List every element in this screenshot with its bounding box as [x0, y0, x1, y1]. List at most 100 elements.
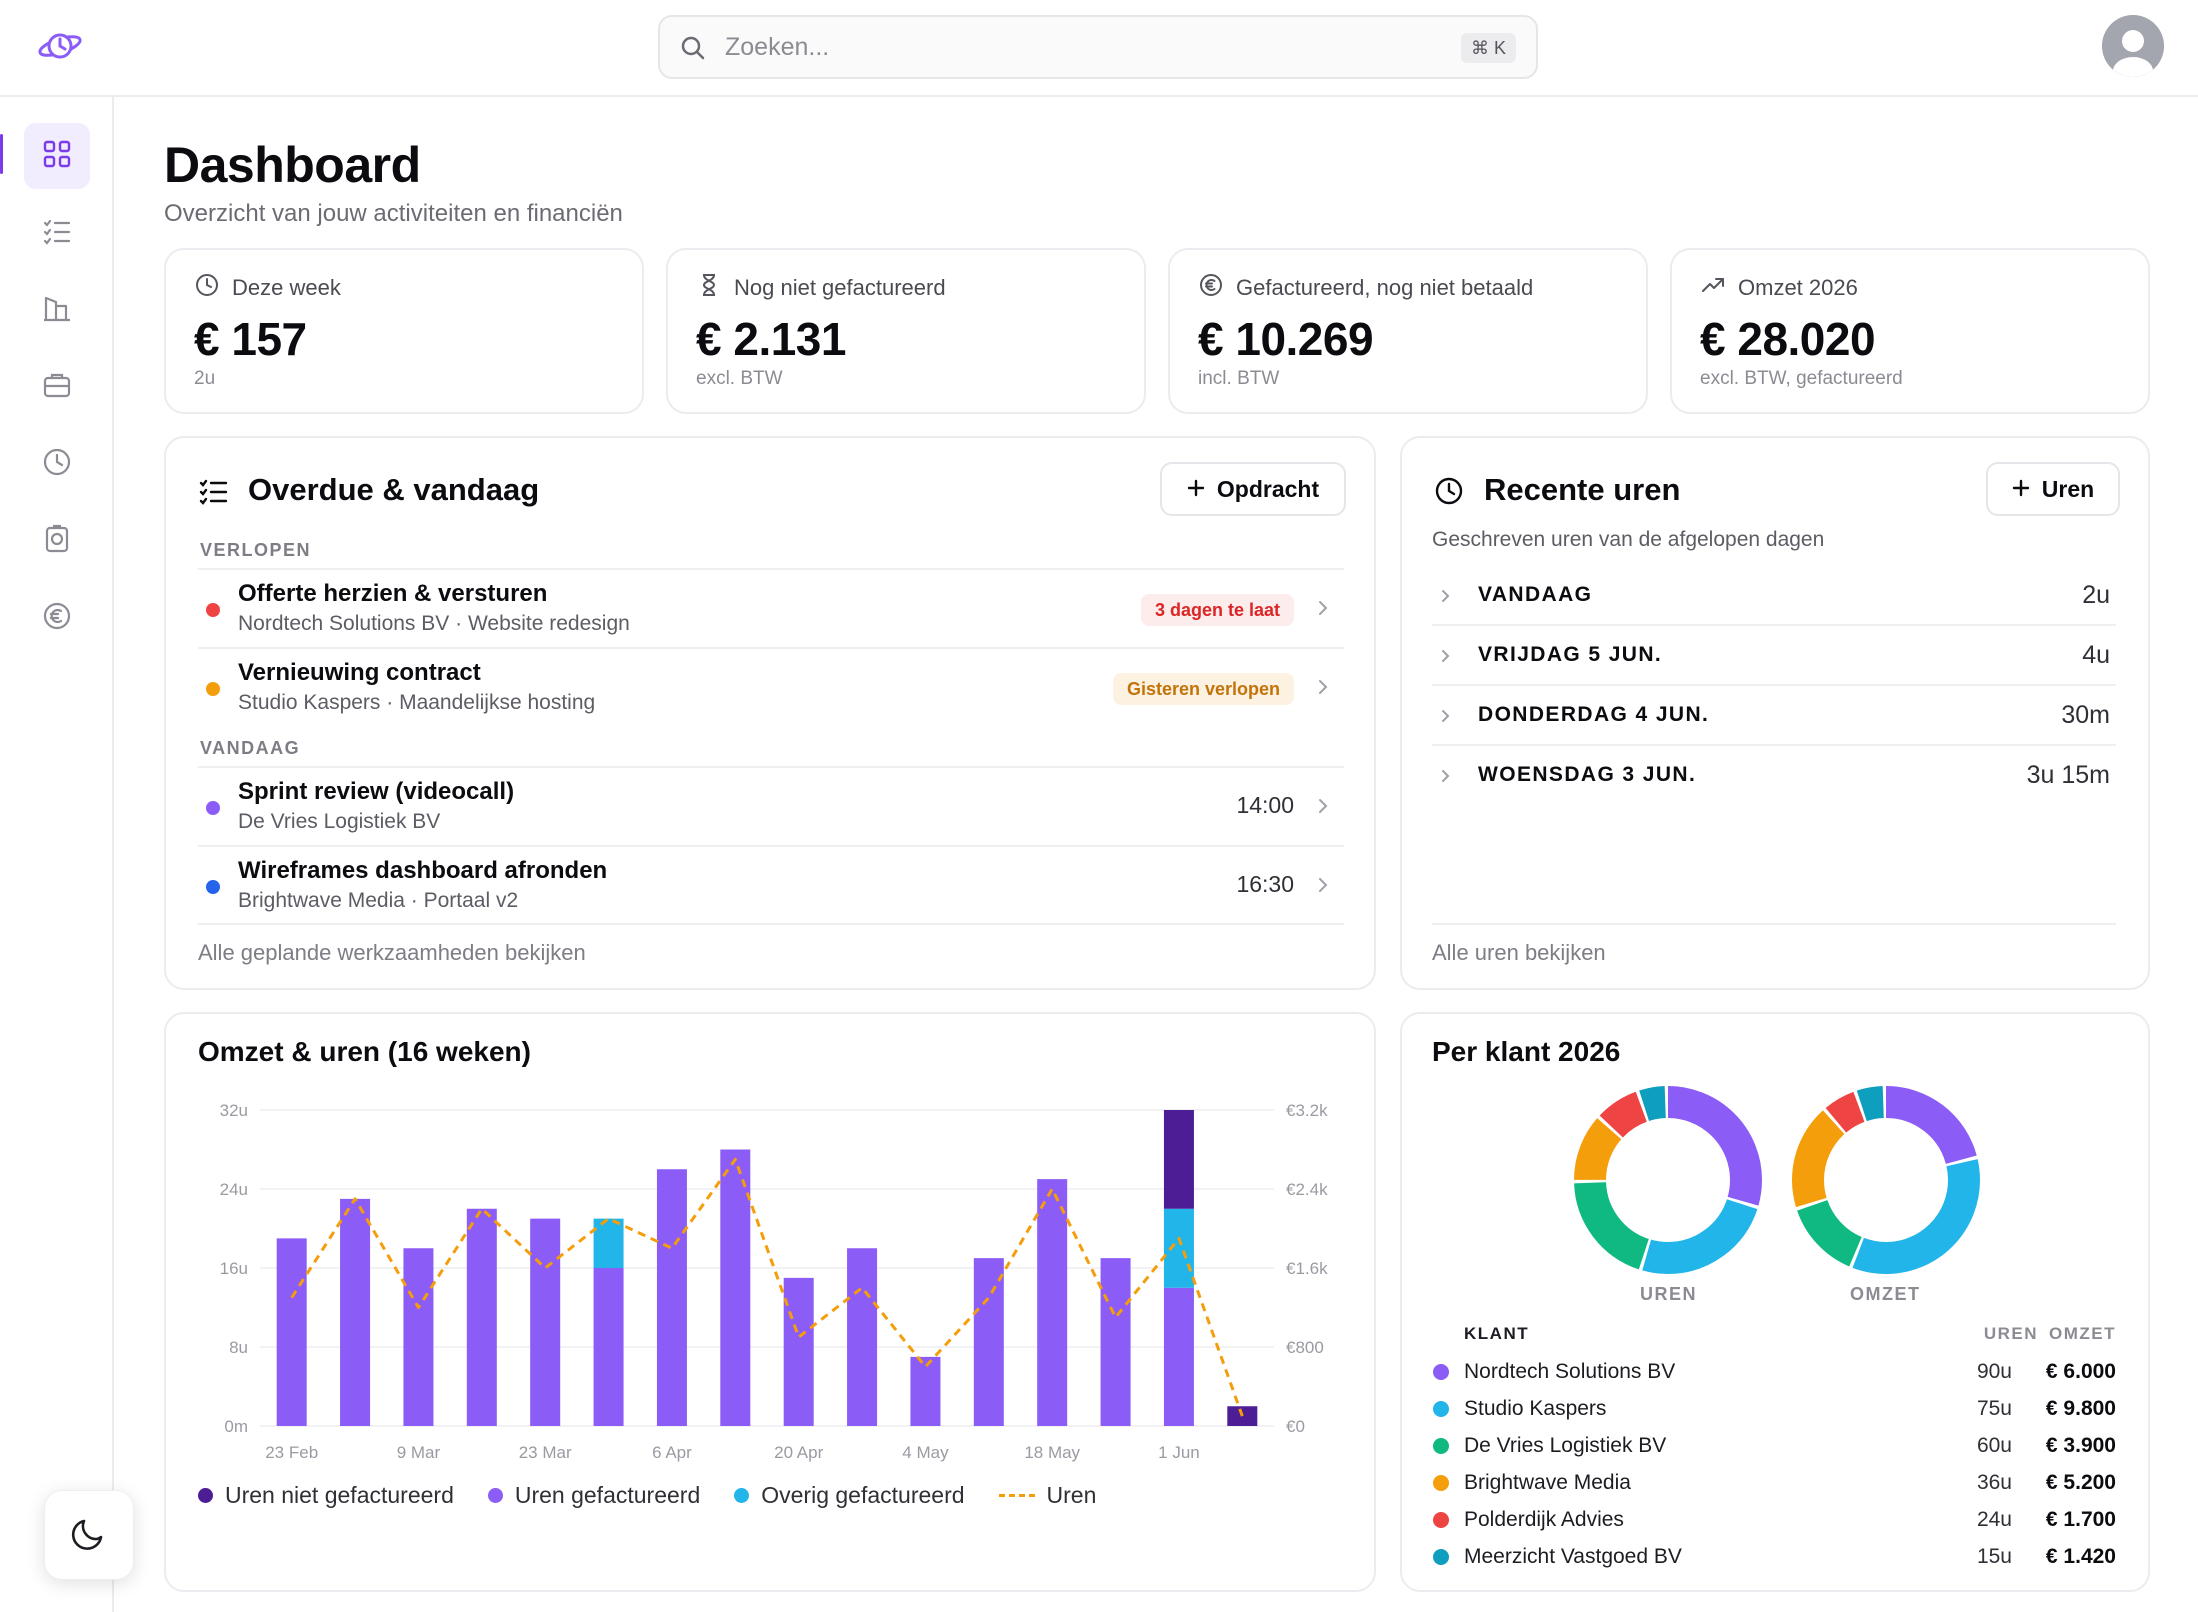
sidebar-item-tasks[interactable]	[24, 200, 90, 266]
x-tick-label: 6 Apr	[652, 1443, 692, 1462]
day-row[interactable]: VANDAAG 2u	[1432, 566, 2116, 626]
day-row[interactable]: WOENSDAG 3 JUN. 3u 15m	[1432, 746, 2116, 806]
day-total: 30m	[2061, 701, 2110, 729]
legend-item: Uren	[998, 1482, 1097, 1509]
sidebar-item-dashboard[interactable]	[24, 123, 90, 189]
client-name: Polderdijk Advies	[1464, 1508, 1624, 1531]
client-row[interactable]: Studio Kaspers 75u € 9.800	[1432, 1393, 2116, 1429]
active-nav-indicator	[0, 134, 3, 174]
view-all-tasks-link[interactable]: Alle geplande werkzaamheden bekijken	[198, 940, 586, 965]
day-row[interactable]: DONDERDAG 4 JUN. 30m	[1432, 686, 2116, 746]
client-row[interactable]: Nordtech Solutions BV 90u € 6.000	[1432, 1356, 2116, 1392]
hours-donut-chart	[1574, 1086, 1762, 1274]
per-client-card: Per klant 2026 UREN OMZET KLANT UREN OMZ…	[1400, 1012, 2150, 1592]
chevron-right-icon	[1440, 586, 1452, 606]
revenue-hours-chart: 0m €0 8u €800 16u €1.6k 24u €2.4k 32u €3.2k 23 Feb…	[220, 1101, 1328, 1462]
client-row[interactable]: Brightwave Media 36u € 5.200	[1432, 1467, 2116, 1503]
task-row[interactable]: Offerte herzien & versturen Nordtech Sol…	[198, 568, 1344, 646]
client-row[interactable]: Polderdijk Advies 24u € 1.700	[1432, 1504, 2116, 1540]
search-shortcut: ⌘ K	[1460, 33, 1516, 63]
search-icon	[680, 35, 706, 61]
receipt-icon	[41, 523, 73, 560]
client-row[interactable]: Meerzicht Vastgoed BV 15u € 1.420	[1432, 1541, 2116, 1577]
stat-value: € 157	[194, 313, 307, 365]
x-tick-label: 20 Apr	[774, 1443, 823, 1462]
hourglass-icon	[696, 272, 722, 304]
x-tick-label: 1 Jun	[1158, 1443, 1200, 1462]
chevron-right-icon	[1440, 706, 1452, 726]
theme-toggle-button[interactable]	[44, 1490, 134, 1580]
client-row[interactable]: De Vries Logistiek BV 60u € 3.900	[1432, 1430, 2116, 1466]
status-dot	[206, 801, 220, 815]
y2-tick-label: €0	[1286, 1417, 1305, 1436]
app-logo-icon[interactable]	[36, 26, 84, 66]
recent-hours-subtitle: Geschreven uren van de afgelopen dagen	[1432, 528, 1825, 551]
stat-label: Gefactureerd, nog niet betaald	[1236, 275, 1534, 300]
tasks-title: Overdue & vandaag	[248, 472, 540, 507]
view-all-hours-link[interactable]: Alle uren bekijken	[1432, 940, 1606, 965]
stat-value: € 10.269	[1198, 313, 1374, 365]
add-assignment-button[interactable]: Opdracht	[1160, 462, 1346, 516]
moon-icon	[69, 1513, 109, 1558]
task-title: Wireframes dashboard afronden	[238, 857, 608, 884]
per-client-title: Per klant 2026	[1432, 1036, 1621, 1067]
bar-segment	[403, 1248, 434, 1426]
legend-swatch	[198, 1488, 213, 1503]
sidebar-item-invoices[interactable]	[24, 508, 90, 574]
col-hours-header: UREN	[1983, 1324, 2038, 1343]
page-title: Dashboard	[164, 137, 421, 193]
day-total: 3u 15m	[2026, 761, 2110, 789]
chart-legend: Uren niet gefactureerd Uren gefactureerd…	[198, 1482, 1096, 1509]
legend-label: Overig gefactureerd	[761, 1482, 965, 1508]
overdue-badge: Gisteren verlopen	[1112, 673, 1294, 705]
client-color-dot	[1433, 1512, 1449, 1528]
legend-item: Uren gefactureerd	[487, 1482, 701, 1509]
sidebar-item-hours[interactable]	[24, 431, 90, 497]
y2-tick-label: €1.6k	[1286, 1259, 1328, 1278]
client-color-dot	[1433, 1549, 1449, 1565]
hours-line	[290, 1157, 1244, 1417]
hours-donut-label: UREN	[1640, 1284, 1698, 1304]
donut-slice	[1792, 1086, 1980, 1274]
tasks-card: Overdue & vandaag Opdracht VERLOPEN Offe…	[164, 436, 1376, 990]
legend-label: Uren niet gefactureerd	[225, 1482, 454, 1508]
overdue-badge: 3 dagen te laat	[1140, 594, 1294, 626]
revenue-donut-chart	[1792, 1086, 1980, 1274]
sidebar-item-clients[interactable]	[24, 277, 90, 343]
day-label: DONDERDAG 4 JUN.	[1478, 703, 1710, 726]
stat-card-week: Deze week € 157 2u	[164, 248, 644, 414]
bar-segment	[1100, 1258, 1131, 1426]
chevron-right-icon	[1440, 766, 1452, 786]
client-name: De Vries Logistiek BV	[1464, 1434, 1667, 1457]
add-hours-button[interactable]: Uren	[1986, 462, 2120, 516]
bar-segment	[656, 1169, 687, 1426]
task-row[interactable]: Wireframes dashboard afronden Brightwave…	[198, 845, 1344, 923]
legend-label: Uren	[1046, 1482, 1097, 1508]
chevron-right-icon	[1316, 675, 1330, 699]
status-dot	[206, 880, 220, 894]
day-row[interactable]: VRIJDAG 5 JUN. 4u	[1432, 626, 2116, 686]
trending-up-icon	[1700, 272, 1726, 304]
briefcase-icon	[41, 369, 73, 406]
stat-note: excl. BTW, gefactureerd	[1700, 368, 1903, 389]
client-hours: 90u	[1976, 1360, 2012, 1383]
legend-item: Uren niet gefactureerd	[198, 1482, 454, 1509]
legend-label: Uren gefactureerd	[514, 1482, 701, 1508]
clock-icon	[194, 272, 220, 304]
y-tick-label: 16u	[220, 1259, 248, 1278]
chevron-right-icon	[1316, 873, 1330, 897]
user-avatar[interactable]	[2102, 15, 2164, 77]
sidebar-item-projects[interactable]	[24, 354, 90, 420]
bar-segment	[1037, 1179, 1068, 1426]
status-dot	[206, 603, 220, 617]
stat-label: Omzet 2026	[1738, 275, 1858, 300]
client-revenue: € 3.900	[2045, 1434, 2116, 1457]
donut-slice	[1792, 1086, 1980, 1274]
legend-swatch	[734, 1488, 750, 1503]
task-row[interactable]: Vernieuwing contract Studio Kaspers · Ma…	[198, 647, 1344, 725]
dashed-line-swatch	[998, 1494, 1035, 1497]
task-row[interactable]: Sprint review (videocall) De Vries Logis…	[198, 766, 1344, 844]
sidebar-item-finance[interactable]	[24, 585, 90, 651]
bar-segment	[593, 1218, 624, 1268]
search-bar[interactable]: Zoeken... ⌘ K	[658, 15, 1538, 79]
